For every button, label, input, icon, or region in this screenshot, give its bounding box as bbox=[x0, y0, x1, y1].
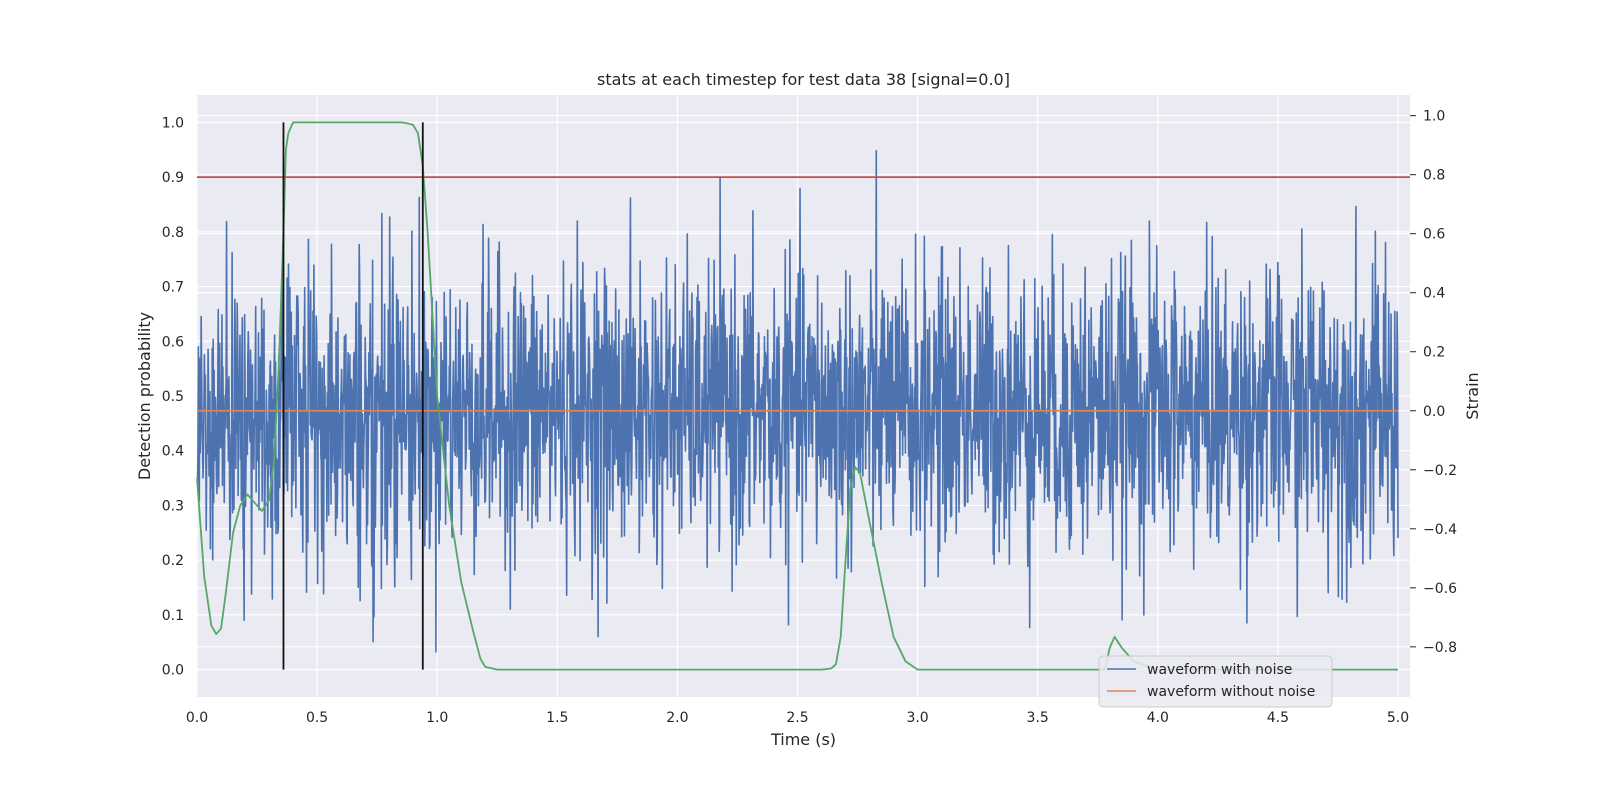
y-tick-label-left: 0.8 bbox=[162, 225, 184, 241]
y-tick-label-right: 0.6 bbox=[1423, 227, 1445, 243]
legend: waveform with noise waveform without noi… bbox=[1098, 655, 1333, 708]
x-tick-label: 2.5 bbox=[786, 710, 808, 726]
y-tick-label-right: −0.8 bbox=[1423, 640, 1457, 656]
x-tick-label: 4.5 bbox=[1267, 710, 1289, 726]
y-tick-label-left: 0.9 bbox=[162, 170, 184, 186]
y-tick-label-right: 1.0 bbox=[1423, 109, 1445, 125]
x-tick-label: 3.0 bbox=[906, 710, 928, 726]
legend-box bbox=[1098, 655, 1333, 708]
x-tick-label: 4.0 bbox=[1147, 710, 1169, 726]
y-tick-label-right: 0.0 bbox=[1423, 404, 1445, 420]
y-tick-label-left: 1.0 bbox=[162, 115, 184, 131]
y-axis-left-label: Detection probability bbox=[135, 312, 154, 480]
y-tick-label-right: 0.8 bbox=[1423, 168, 1445, 184]
x-tick-label: 0.5 bbox=[306, 710, 328, 726]
y-axis-right-label: Strain bbox=[1463, 372, 1482, 419]
y-tick-label-left: 0.0 bbox=[162, 663, 184, 679]
series-line-detection-probability bbox=[196, 121, 1398, 671]
tick-labels: 0.0 0.5 1.0 1.5 2.0 2.5 3.0 3.5 4.0 4.5 5.0 0.0 0.1 0… bbox=[162, 109, 1457, 726]
series-group bbox=[196, 121, 1410, 671]
x-tick-label: 5.0 bbox=[1387, 710, 1409, 726]
x-tick-label: 1.5 bbox=[546, 710, 568, 726]
y-tick-label-left: 0.7 bbox=[162, 280, 184, 296]
legend-label-noise: waveform with noise bbox=[1147, 662, 1292, 678]
y-tick-label-left: 0.6 bbox=[162, 334, 184, 350]
y-tick-label-right: −0.2 bbox=[1423, 463, 1457, 479]
y-tick-label-left: 0.3 bbox=[162, 498, 184, 514]
x-tick-label: 1.0 bbox=[426, 710, 448, 726]
x-tick-label: 3.5 bbox=[1027, 710, 1049, 726]
y-tick-label-left: 0.4 bbox=[162, 444, 184, 460]
series-line-waveform-with-noise bbox=[196, 149, 1399, 653]
y-tick-label-right: 0.4 bbox=[1423, 286, 1445, 302]
x-axis-label: Time (s) bbox=[770, 730, 836, 749]
y-tick-label-right: 0.2 bbox=[1423, 345, 1445, 361]
y-tick-label-right: −0.4 bbox=[1423, 522, 1457, 538]
y-tick-label-left: 0.1 bbox=[162, 608, 184, 624]
x-tick-label: 2.0 bbox=[666, 710, 688, 726]
chart-title: stats at each timestep for test data 38 … bbox=[597, 70, 1010, 89]
y-tick-label-left: 0.2 bbox=[162, 553, 184, 569]
y-tick-label-left: 0.5 bbox=[162, 389, 184, 405]
legend-label-clean: waveform without noise bbox=[1147, 684, 1315, 700]
x-tick-label: 0.0 bbox=[186, 710, 208, 726]
y-tick-label-right: −0.6 bbox=[1423, 581, 1457, 597]
